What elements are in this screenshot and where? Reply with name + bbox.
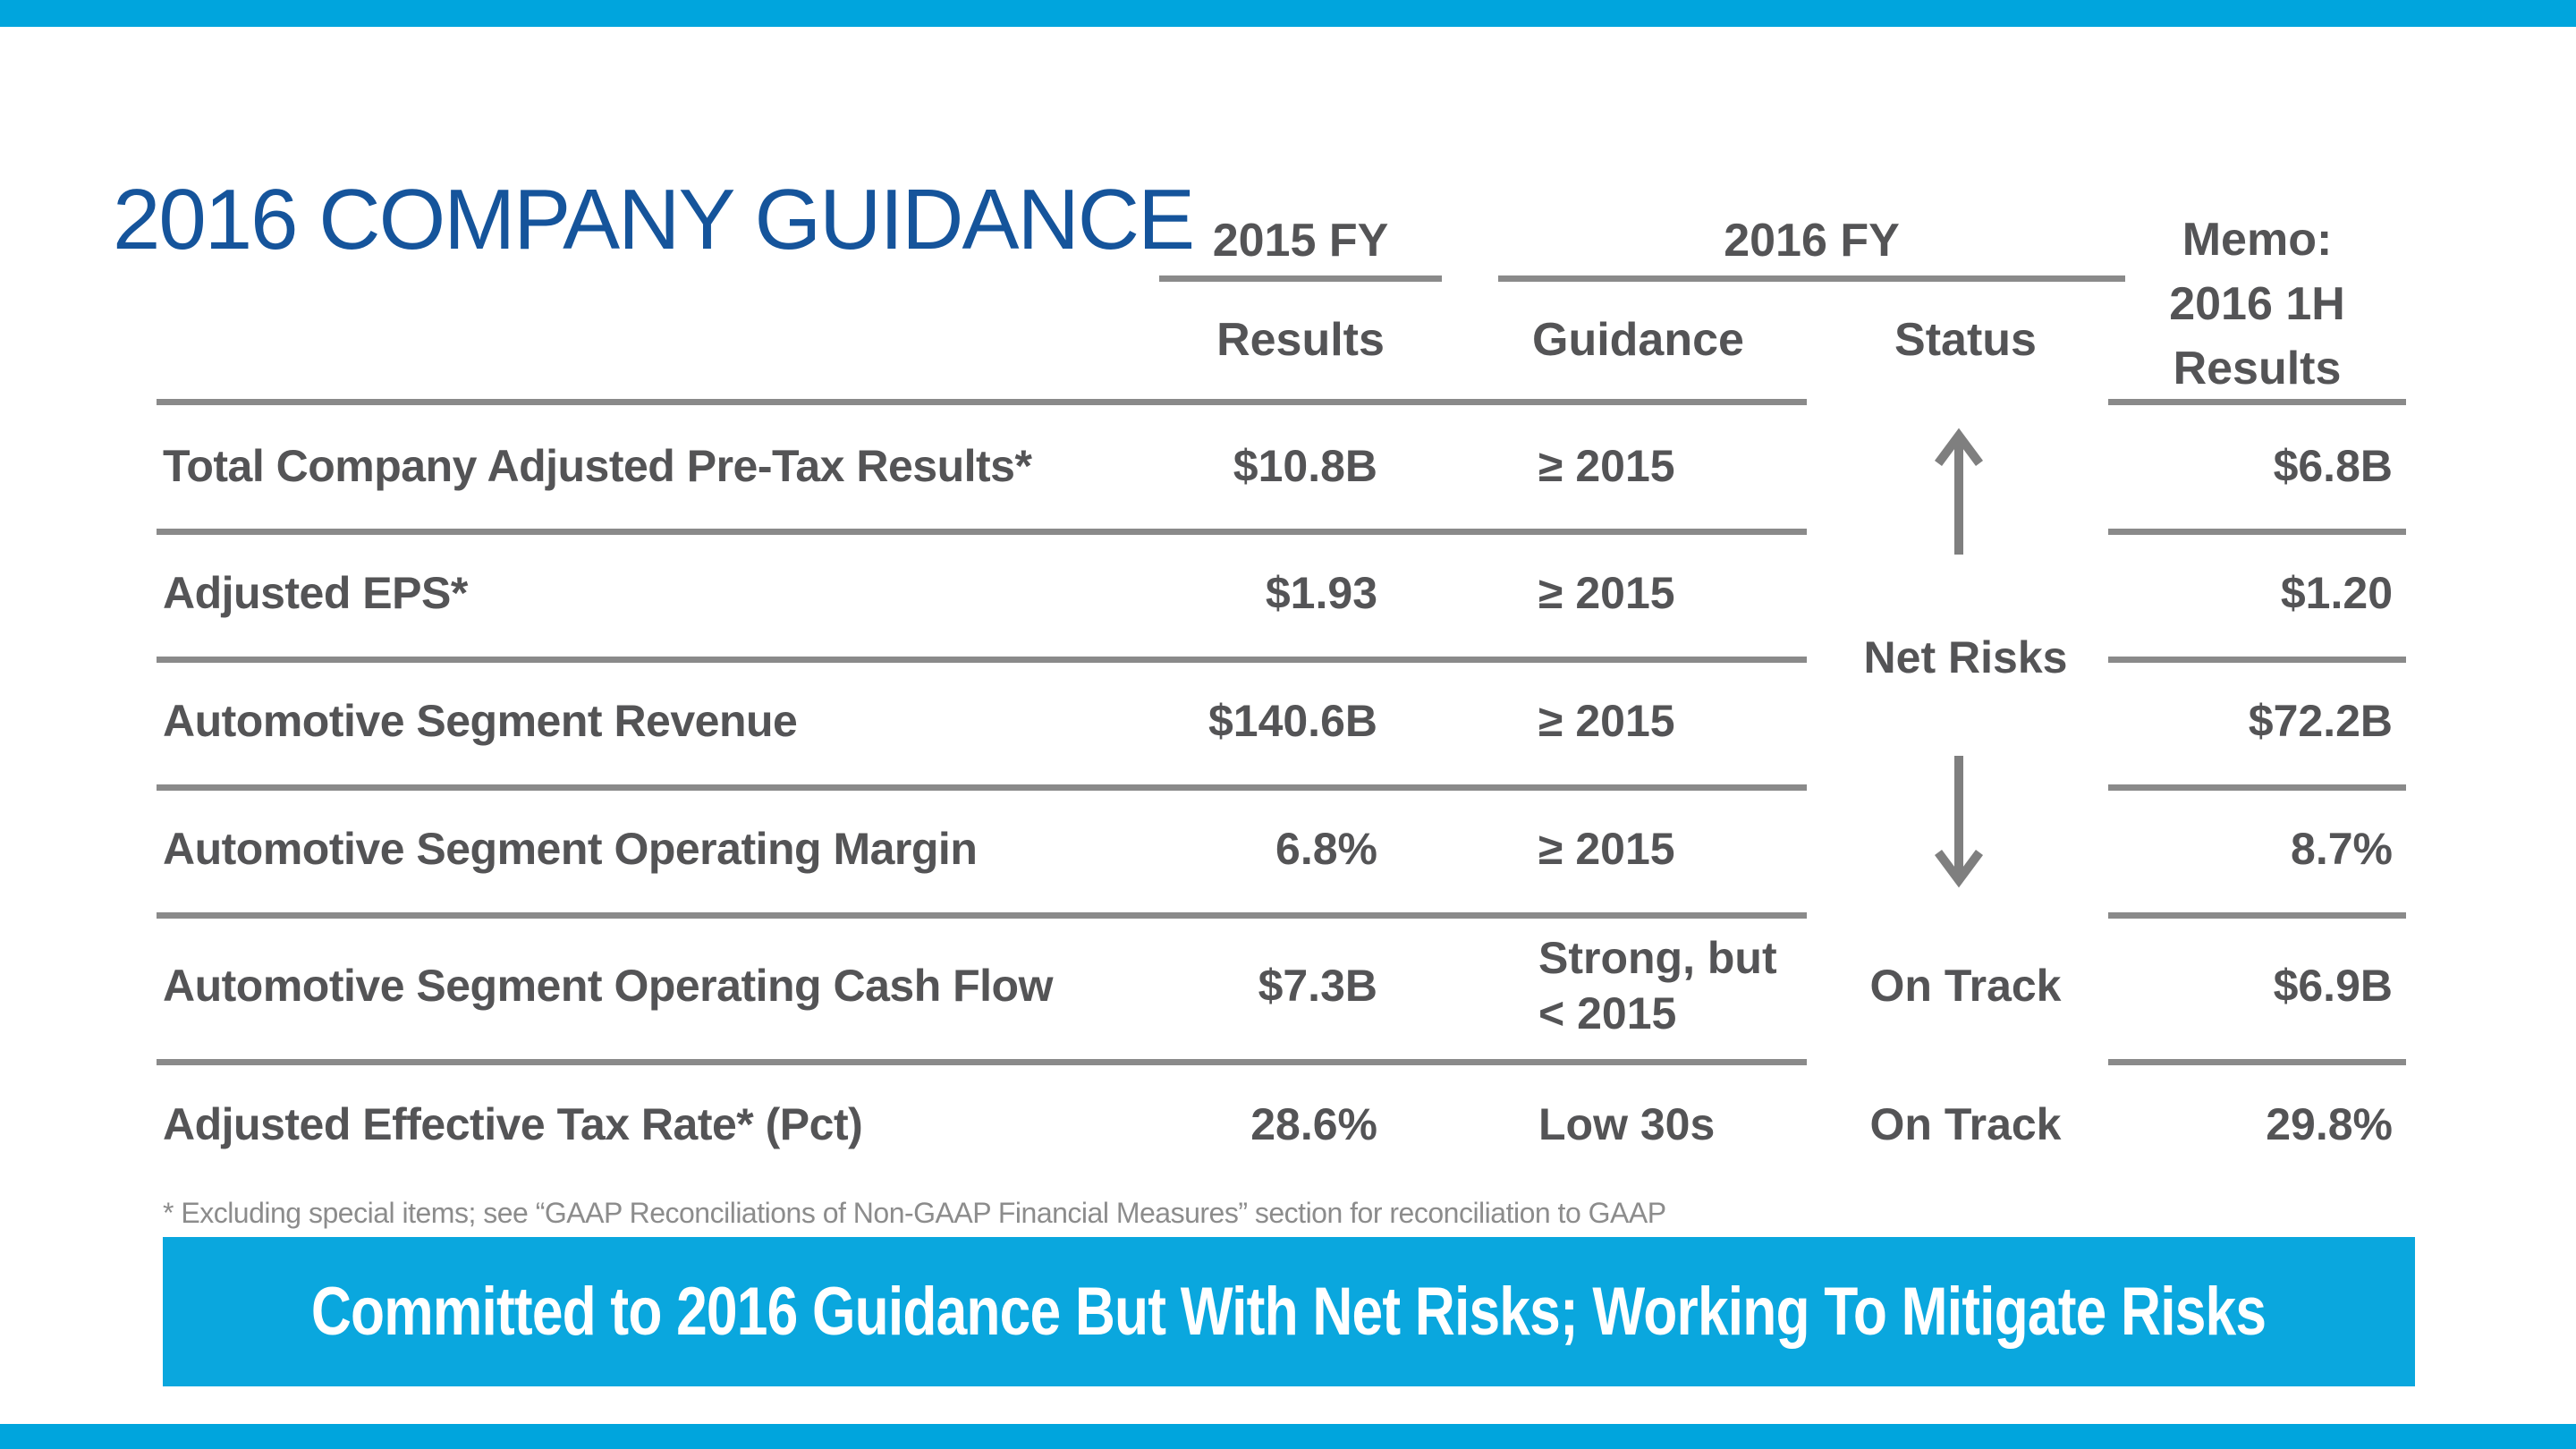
guidance-value: ≥ 2015 bbox=[1538, 695, 1675, 746]
memo-value: $72.2B bbox=[2248, 695, 2393, 746]
bottom-banner: Committed to 2016 Guidance But With Net … bbox=[163, 1237, 2415, 1386]
memo-line-1: Memo: bbox=[2182, 214, 2333, 266]
row-label: Total Company Adjusted Pre-Tax Results* bbox=[163, 440, 1032, 491]
results-value: $10.8B bbox=[1233, 440, 1377, 491]
underline-2015fy bbox=[1159, 275, 1442, 282]
row-divider bbox=[2108, 657, 2406, 663]
row-divider bbox=[157, 784, 1807, 791]
row-label: Automotive Segment Operating Cash Flow bbox=[163, 961, 1054, 1011]
status-value: On Track bbox=[1869, 1099, 2062, 1149]
memo-value: $6.8B bbox=[2273, 440, 2393, 491]
guidance-value: Strong, but < 2015 bbox=[1538, 933, 1777, 1038]
row-divider bbox=[2108, 1059, 2406, 1065]
row-divider bbox=[157, 657, 1807, 663]
results-value: $1.93 bbox=[1265, 567, 1377, 618]
row-divider bbox=[2108, 912, 2406, 919]
bottom-accent-bar bbox=[0, 1424, 2576, 1449]
row-label: Adjusted Effective Tax Rate* (Pct) bbox=[163, 1099, 863, 1149]
net-risks-label: Net Risks bbox=[1863, 632, 2068, 682]
guidance-value: ≥ 2015 bbox=[1538, 440, 1675, 491]
row-divider bbox=[157, 1059, 1807, 1065]
column-group-2016fy: 2016 FY bbox=[1724, 214, 1900, 267]
row-divider bbox=[157, 529, 1807, 535]
top-accent-bar bbox=[0, 0, 2576, 27]
column-group-2015fy: 2015 FY bbox=[1212, 214, 1389, 267]
guidance-value: Low 30s bbox=[1538, 1099, 1716, 1149]
results-value: 6.8% bbox=[1275, 823, 1377, 874]
down-arrow-icon bbox=[1930, 754, 1987, 890]
memo-value: $6.9B bbox=[2273, 961, 2393, 1011]
memo-line-2: 2016 1H bbox=[2169, 278, 2345, 330]
column-header-guidance: Guidance bbox=[1532, 314, 1744, 367]
status-value: On Track bbox=[1869, 961, 2062, 1011]
memo-value: 29.8% bbox=[2266, 1099, 2393, 1149]
page-title: 2016 COMPANY GUIDANCE bbox=[113, 172, 1195, 268]
results-value: $7.3B bbox=[1258, 961, 1377, 1011]
header-rule-left bbox=[157, 399, 1807, 405]
underline-2016fy bbox=[1498, 275, 2125, 282]
header-rule-memo bbox=[2108, 399, 2406, 405]
guidance-value: ≥ 2015 bbox=[1538, 823, 1675, 874]
row-divider bbox=[157, 912, 1807, 919]
memo-value: $1.20 bbox=[2280, 567, 2393, 618]
banner-text: Committed to 2016 Guidance But With Net … bbox=[311, 1274, 2267, 1350]
column-header-results: Results bbox=[1216, 314, 1385, 367]
up-arrow-icon bbox=[1930, 426, 1987, 556]
row-label: Automotive Segment Operating Margin bbox=[163, 823, 978, 874]
row-divider bbox=[2108, 529, 2406, 535]
results-value: $140.6B bbox=[1208, 695, 1377, 746]
guidance-value: ≥ 2015 bbox=[1538, 567, 1675, 618]
memo-line-3: Results bbox=[2173, 343, 2342, 394]
row-label: Automotive Segment Revenue bbox=[163, 695, 798, 746]
memo-value: 8.7% bbox=[2291, 823, 2393, 874]
footnote: * Excluding special items; see “GAAP Rec… bbox=[163, 1197, 1666, 1229]
results-value: 28.6% bbox=[1250, 1099, 1377, 1149]
row-divider bbox=[2108, 784, 2406, 791]
column-header-status: Status bbox=[1894, 314, 2037, 367]
row-label: Adjusted EPS* bbox=[163, 567, 468, 618]
column-group-memo: Memo: 2016 1H Results bbox=[2108, 208, 2406, 401]
